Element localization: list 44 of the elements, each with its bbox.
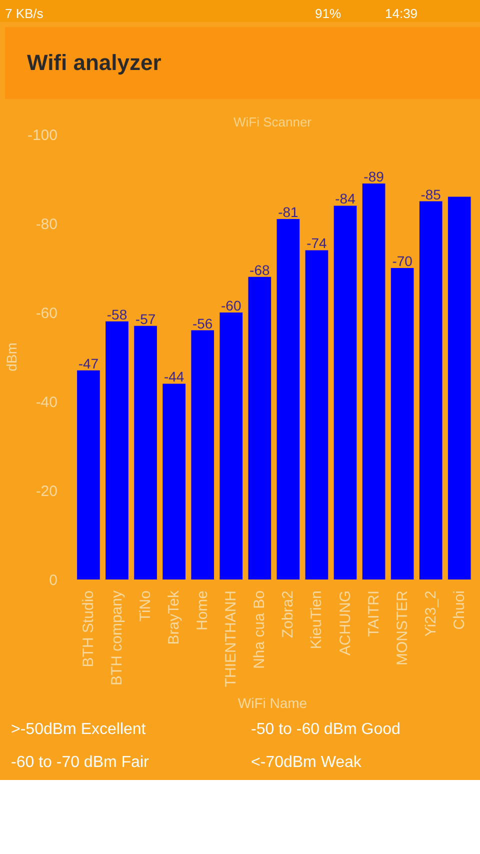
data-label: -81 xyxy=(278,204,299,220)
x-tick-label: THIENTHANH xyxy=(222,590,240,688)
data-label: -58 xyxy=(106,306,128,322)
data-label: -74 xyxy=(306,235,328,252)
data-label: -56 xyxy=(192,315,213,332)
x-tick-label: BrayTek xyxy=(166,590,183,645)
y-tick-label: -20 xyxy=(36,483,58,500)
x-tick-label: KieuTien xyxy=(308,590,326,650)
text: 7 KB/s xyxy=(5,5,44,23)
x-tick-label: ACHUNG xyxy=(336,590,354,656)
y-axis-title: dBm xyxy=(3,342,20,372)
text: -50 to -60 dBm Good xyxy=(251,720,400,740)
x-tick-label: Home xyxy=(194,590,212,631)
x-tick-label: Zobra2 xyxy=(280,590,297,638)
data-label: -57 xyxy=(135,310,156,327)
x-tick-label: Yi23_2 xyxy=(422,590,440,637)
y-tick-label: -80 xyxy=(36,216,58,233)
chart-title: Wifi analyzer xyxy=(27,49,162,77)
data-label: -89 xyxy=(364,168,384,184)
chart-subtitle: WiFi Scanner xyxy=(233,114,312,130)
data-label: -85 xyxy=(420,186,442,202)
x-tick-label: BTH company xyxy=(108,590,126,686)
x-tick-label: MONSTER xyxy=(394,590,411,666)
data-label: -84 xyxy=(335,190,356,207)
x-tick-label: Chuoi xyxy=(450,590,468,630)
y-tick-label: 0 xyxy=(49,572,58,589)
x-axis-title: WiFi Name xyxy=(238,695,308,712)
y-tick-label: -40 xyxy=(36,394,58,411)
text: <-70dBm Weak xyxy=(251,752,362,773)
y-tick-label: -100 xyxy=(27,127,58,144)
x-tick-label: Nha cua Bo xyxy=(251,590,268,669)
data-label: -68 xyxy=(250,262,270,278)
data-label: -47 xyxy=(78,355,99,372)
x-tick-label: TAITRI xyxy=(365,590,382,637)
text: 14:39 xyxy=(385,5,418,23)
y-tick-label: -60 xyxy=(36,305,58,322)
data-label: -60 xyxy=(221,298,242,314)
x-tick-label: TiNo xyxy=(137,590,154,622)
data-label: -44 xyxy=(164,368,184,385)
text: -60 to -70 dBm Fair xyxy=(11,752,149,773)
text: 91% xyxy=(315,5,342,23)
text: >-50dBm Excellent xyxy=(11,720,146,740)
data-label: -70 xyxy=(392,253,413,269)
x-tick-label: BTH Studio xyxy=(80,590,97,668)
